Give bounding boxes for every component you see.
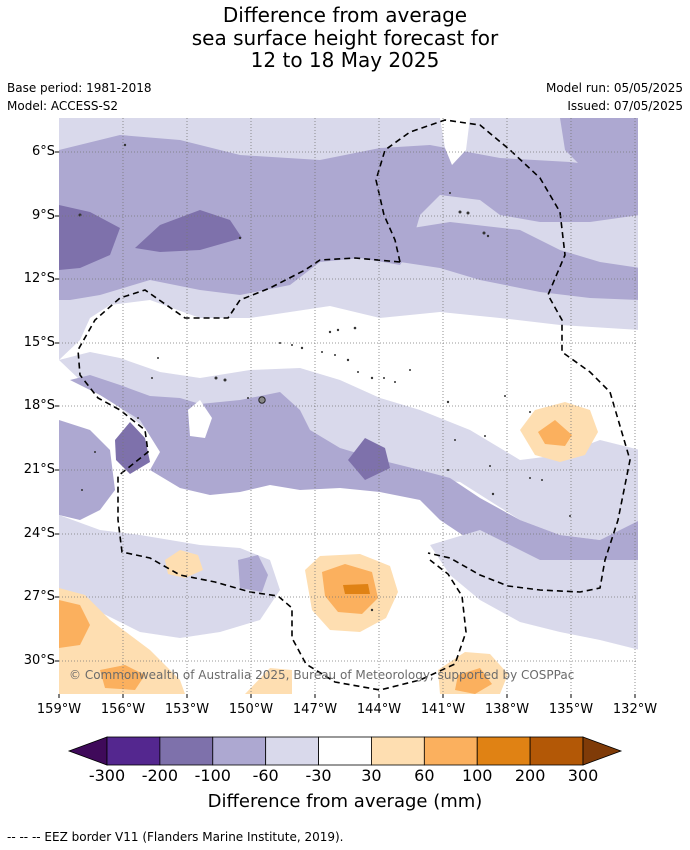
issued-date: Issued: 07/05/2025 (567, 99, 683, 113)
colorbar-segment (212, 736, 267, 766)
anomaly-patch-neg60-south (238, 555, 268, 592)
colorbar-label: -100 (194, 766, 231, 785)
title-line-3: 12 to 18 May 2025 (250, 48, 440, 72)
colorbar-segment (106, 736, 161, 766)
anomaly-band-neg60-northeast (560, 118, 638, 180)
latitude-label: 18°S (23, 398, 55, 413)
colorbar-label: -200 (141, 766, 179, 785)
anomaly-patch-pos30-south (245, 668, 292, 694)
longitude-label: 153°W (164, 702, 210, 717)
anomaly-band-neg30-southeast (430, 530, 638, 650)
anomaly-band-neg60-east (400, 222, 638, 300)
anomaly-patch-pos60-southwest-low (100, 665, 145, 690)
latitude-label: 12°S (23, 271, 55, 286)
longitude-label: 132°W (612, 702, 658, 717)
map-fill (59, 118, 638, 694)
longitude-label: 138°W (484, 702, 530, 717)
anomaly-patch-pos60-southwest (59, 600, 90, 648)
longitude-label: 150°W (228, 702, 274, 717)
graticule (59, 118, 638, 694)
anomaly-hole-white-1 (188, 400, 212, 438)
title-line-1: Difference from average (222, 3, 468, 27)
longitude-label: 159°W (36, 702, 82, 717)
latitude-label: 24°S (23, 526, 55, 541)
anomaly-patch-neg100-southwest (115, 422, 150, 474)
anomaly-patch-neg100-north (135, 210, 242, 252)
colorbar-segment (476, 736, 531, 766)
model-name: Model: ACCESS-S2 (7, 99, 119, 113)
colorbar-label: 200 (514, 766, 546, 785)
latitude-label: 6°S (31, 144, 55, 159)
anomaly-patch-pos100-central (343, 584, 370, 594)
anomaly-band-neg60-north (59, 135, 638, 300)
latitude-label: 30°S (23, 653, 55, 668)
colorbar-label: 300 (567, 766, 599, 785)
anomaly-patch-neg100-central (348, 438, 390, 480)
eez-border-east (375, 119, 631, 593)
anomaly-band-neg30-south (59, 515, 280, 638)
anomaly-patch-neg100-northwest (59, 205, 120, 270)
latitude-label: 21°S (23, 462, 55, 477)
colorbar-segment (529, 736, 584, 766)
longitude-label: 135°W (548, 702, 594, 717)
colorbar-extend-high (582, 736, 623, 766)
copyright-notice: © Commonwealth of Australia 2025, Bureau… (69, 668, 575, 682)
eez-border-central (77, 257, 467, 691)
anomaly-patch-pos30-southwest (59, 588, 185, 694)
latitude-label: 9°S (31, 208, 55, 223)
colorbar-segment (265, 736, 319, 766)
longitude-label: 144°W (356, 702, 402, 717)
model-run: Model run: 05/05/2025 (545, 81, 683, 95)
colorbar-segment (423, 736, 478, 766)
longitude-label: 156°W (100, 702, 146, 717)
colorbar-label: 60 (414, 766, 435, 785)
colorbar-label: 30 (361, 766, 382, 785)
longitude-label: 147°W (292, 702, 338, 717)
colorbar-title: Difference from average (mm) (207, 791, 483, 812)
colorbar-segment (318, 736, 372, 766)
colorbar-segment (371, 736, 425, 766)
colorbar-label: -300 (88, 766, 126, 785)
colorbar-extend-low (67, 736, 108, 766)
map-title: Difference from average sea surface heig… (0, 4, 690, 72)
anomaly-patch-pos60-southcentral (455, 668, 492, 694)
colorbar-segment (159, 736, 214, 766)
colorbar-label: -60 (252, 766, 279, 785)
longitude-label: 141°W (420, 702, 466, 717)
anomaly-hole-white-2 (440, 118, 470, 165)
base-period: Base period: 1981-2018 (7, 81, 152, 95)
latitude-label: 15°S (23, 335, 55, 350)
meta-left: Base period: 1981-2018 Model: ACCESS-S2 (7, 79, 152, 115)
colorbar-label: -30 (305, 766, 332, 785)
islands (78, 143, 571, 612)
latitude-label: 27°S (23, 589, 55, 604)
eez-border (77, 119, 631, 691)
eez-footnote: -- -- -- EEZ border V11 (Flanders Marine… (7, 830, 344, 844)
colorbar (67, 736, 623, 766)
colorbar-label: 100 (461, 766, 493, 785)
axis-ticks (55, 151, 636, 698)
title-line-2: sea surface height forecast for (191, 25, 499, 50)
meta-right: Model run: 05/05/2025 Issued: 07/05/2025 (546, 79, 683, 115)
anomaly-patch-pos60-east (538, 420, 572, 446)
